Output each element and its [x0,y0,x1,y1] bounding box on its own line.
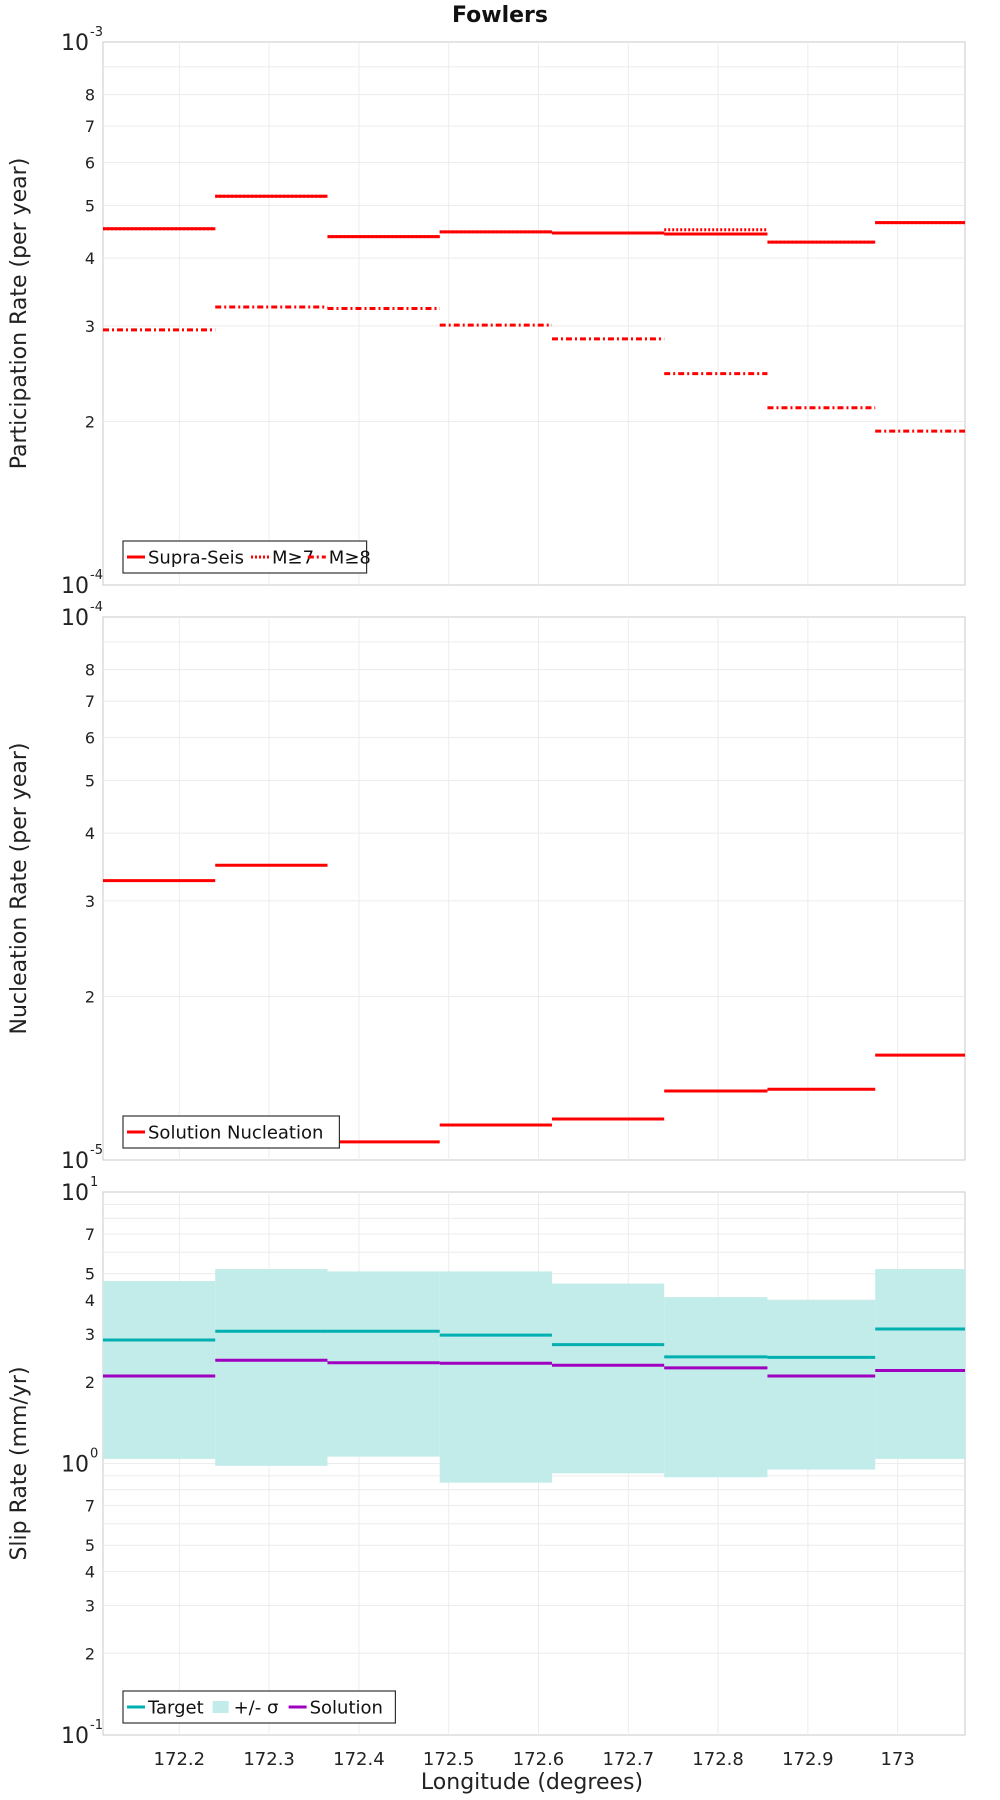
y-tick-label: 6 [85,728,95,747]
y-tick-label: 7 [85,1225,95,1244]
sigma-band-segment [551,1283,665,1474]
x-tick-label: 172.9 [782,1749,834,1770]
y-tick-exponent: -4 [90,600,103,615]
y-tick-label: 3 [85,1596,95,1615]
y-tick-exponent: 0 [90,1447,98,1462]
y-tick-label: 2 [85,988,95,1007]
legend-box [122,540,368,574]
y-axis-label: Participation Rate (per year) [7,158,32,470]
y-tick-label: 10 [61,1724,89,1749]
y-tick-label: 5 [85,1265,95,1284]
x-axis-label: Longitude (degrees) [421,1770,643,1795]
plot-area [102,41,966,586]
sigma-band-segment [875,1269,965,1459]
y-tick-label: 7 [85,1497,95,1516]
y-tick-label: 10 [61,574,89,599]
y-tick-label: 8 [85,661,95,680]
y-tick-label: 7 [85,117,95,136]
chart-title: Fowlers [452,3,548,28]
y-tick-exponent: -4 [90,568,103,583]
y-tick-label: 3 [85,892,95,911]
x-tick-label: 172.4 [333,1749,385,1770]
y-tick-label: 8 [85,86,95,105]
y-tick-label: 6 [85,153,95,172]
y-tick-label: 4 [85,1563,95,1582]
y-axis-label: Slip Rate (mm/yr) [7,1366,32,1560]
x-tick-label: 172.5 [423,1749,475,1770]
legend-label: Supra-Seis [148,548,244,569]
x-tick-label: 172.8 [692,1749,744,1770]
legend: Solution Nucleation [122,1115,340,1149]
sigma-band-segment [439,1271,552,1483]
legend-label: Target [147,1698,204,1719]
x-tick-label: 172.7 [603,1749,655,1770]
y-tick-label: 2 [85,413,95,432]
y-tick-label: 3 [85,317,95,336]
y-tick-exponent: -1 [90,1718,103,1733]
y-tick-label: 10 [61,1181,89,1206]
sigma-band-segment [664,1297,768,1478]
x-tick-label: 172.2 [154,1749,206,1770]
legend: Supra-Seis M≥7 M≥8 [122,540,371,574]
y-tick-exponent: -3 [90,25,103,40]
legend-box [122,1690,396,1724]
y-tick-exponent: 1 [90,1175,98,1190]
legend-band-swatch [212,1701,229,1713]
y-tick-label: 4 [85,824,95,843]
legend-label: Solution Nucleation [148,1123,323,1144]
y-tick-label: 5 [85,196,95,215]
y-tick-label: 5 [85,1536,95,1555]
y-tick-label: 5 [85,771,95,790]
legend-box [122,1115,340,1149]
y-tick-label: 10 [61,31,89,56]
sigma-band-segment [103,1281,216,1459]
x-tick-label: 173 [880,1749,914,1770]
y-tick-label: 2 [85,1644,95,1663]
y-tick-label: 3 [85,1325,95,1344]
y-tick-label: 10 [61,1453,89,1478]
y-tick-label: 4 [85,249,95,268]
legend-label: +/- σ [234,1698,279,1719]
sigma-band-segment [215,1269,328,1466]
y-tick-label: 4 [85,1291,95,1310]
legend-label: Solution [310,1698,383,1719]
x-tick-label: 172.6 [513,1749,565,1770]
y-tick-exponent: -5 [90,1143,103,1158]
legend-label: M≥7 [272,548,314,569]
y-tick-label: 2 [85,1373,95,1392]
y-tick-label: 10 [61,1149,89,1174]
legend: Target +/- σ Solution [122,1690,396,1724]
plot-area [102,616,966,1161]
y-tick-label: 7 [85,692,95,711]
y-axis-label: Nucleation Rate (per year) [7,743,32,1035]
sigma-band-segment [767,1300,876,1470]
x-tick-label: 172.3 [243,1749,295,1770]
y-tick-label: 10 [61,606,89,631]
legend-label: M≥8 [329,548,371,569]
